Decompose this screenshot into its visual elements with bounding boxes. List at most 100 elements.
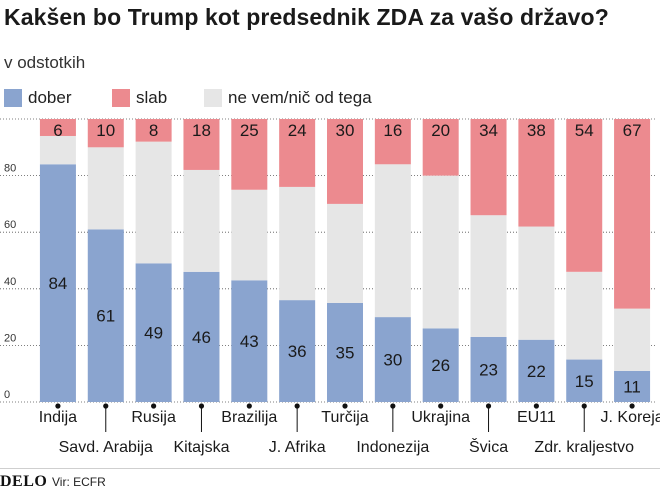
category-dot-0 (55, 403, 61, 409)
legend: dober slab ne vem/nič od tega (0, 88, 660, 112)
category-dot-6 (342, 403, 348, 409)
category-label-5: J. Afrika (269, 439, 326, 456)
y-tick-label-80: 80 (4, 163, 16, 175)
data-label-slab-10: 38 (527, 121, 546, 140)
bar-slab-7 (374, 119, 411, 165)
bar-nevemniodtega-2 (135, 141, 172, 264)
bar-nevemniodtega-9 (470, 215, 507, 337)
bar-dober-2 (135, 263, 172, 402)
y-tick-label-60: 60 (4, 219, 16, 231)
bar-dober-11 (566, 359, 603, 402)
data-label-dober-1: 61 (96, 307, 115, 326)
bar-dober-1 (87, 229, 124, 402)
data-label-slab-3: 18 (192, 121, 211, 140)
data-label-dober-4: 43 (240, 332, 259, 351)
data-label-dober-9: 23 (479, 360, 498, 379)
data-label-slab-6: 30 (336, 121, 355, 140)
category-dot-2 (151, 403, 157, 409)
bar-dober-12 (614, 370, 651, 402)
bar-nevemniodtega-3 (183, 169, 220, 272)
data-label-slab-4: 25 (240, 121, 259, 140)
data-label-slab-2: 8 (149, 121, 158, 140)
category-label-0: Indija (39, 409, 77, 426)
category-label-8: Ukrajina (411, 409, 470, 426)
legend-item-ne-vem: ne vem/nič od tega (204, 88, 372, 108)
category-dot-12 (629, 403, 635, 409)
legend-label-ne-vem: ne vem/nič od tega (228, 88, 372, 107)
category-label-9: Švica (469, 437, 508, 456)
bar-slab-9 (470, 119, 507, 216)
y-tick-label-40: 40 (4, 276, 16, 288)
bar-slab-12 (614, 119, 651, 309)
data-label-slab-11: 54 (575, 121, 594, 140)
bar-dober-7 (374, 317, 411, 402)
legend-swatch-slab (112, 89, 130, 107)
legend-swatch-dober (4, 89, 22, 107)
bar-slab-4 (231, 119, 268, 190)
bar-nevemniodtega-11 (566, 271, 603, 360)
category-label-6: Turčija (321, 409, 369, 426)
bar-nevemniodtega-12 (614, 308, 651, 371)
data-label-dober-3: 46 (192, 328, 211, 347)
legend-swatch-ne-vem (204, 89, 222, 107)
bar-slab-0 (39, 119, 76, 136)
data-label-dober-12: 11 (623, 377, 641, 396)
category-label-11: Zdr. kraljestvo (534, 439, 634, 456)
bar-slab-8 (422, 119, 459, 176)
bar-slab-3 (183, 119, 220, 170)
bar-dober-6 (327, 302, 363, 402)
data-label-dober-2: 49 (144, 324, 163, 343)
category-label-7: Indonezija (356, 439, 429, 456)
bar-nevemniodtega-1 (87, 147, 124, 230)
bar-nevemniodtega-6 (327, 203, 363, 303)
data-label-dober-5: 36 (288, 342, 307, 361)
data-label-slab-5: 24 (288, 121, 307, 140)
bar-slab-6 (327, 119, 363, 204)
category-label-3: Kitajska (173, 439, 229, 456)
data-label-dober-7: 30 (383, 351, 402, 370)
chart-title: Kakšen bo Trump kot predsednik ZDA za va… (4, 4, 609, 30)
data-label-slab-12: 67 (623, 121, 642, 140)
legend-item-slab: slab (112, 88, 167, 108)
bar-slab-5 (279, 119, 316, 187)
bar-dober-9 (470, 336, 507, 402)
bar-slab-2 (135, 119, 172, 142)
data-label-dober-0: 84 (48, 274, 67, 293)
stacked-bar-chart: 0 20 40 60 80 84 6 Indija 61 10 Savd. Arabija 49 8 Ru… (0, 118, 660, 456)
category-dot-10 (533, 403, 539, 409)
bar-dober-5 (279, 300, 316, 402)
bar-nevemniodtega-0 (39, 135, 76, 165)
data-label-dober-6: 35 (336, 343, 355, 362)
data-label-dober-10: 22 (527, 362, 546, 381)
bar-slab-10 (518, 119, 555, 227)
legend-item-dober: dober (4, 88, 71, 108)
bar-nevemniodtega-10 (518, 226, 555, 340)
bar-dober-0 (39, 164, 76, 402)
bar-nevemniodtega-5 (279, 186, 316, 301)
category-label-12: J. Koreja (601, 409, 660, 426)
bar-dober-8 (422, 328, 459, 402)
data-label-slab-0: 6 (53, 121, 62, 140)
category-label-1: Savd. Arabija (59, 439, 153, 456)
data-label-slab-1: 10 (96, 121, 115, 140)
category-dot-8 (438, 403, 444, 409)
data-label-dober-8: 26 (431, 356, 450, 375)
data-label-slab-9: 34 (479, 121, 498, 140)
bar-nevemniodtega-7 (374, 164, 411, 318)
bar-dober-3 (183, 271, 220, 402)
footer: DELO Vir: ECFR (0, 468, 660, 497)
data-label-slab-8: 20 (431, 121, 450, 140)
bar-dober-4 (231, 280, 268, 402)
legend-label-dober: dober (28, 88, 72, 107)
chart-subtitle: v odstotkih (4, 53, 86, 72)
category-label-2: Rusija (131, 409, 176, 426)
brand-logo: DELO (0, 473, 48, 490)
bar-slab-11 (566, 119, 603, 272)
data-label-dober-11: 15 (575, 372, 594, 391)
category-label-10: EU11 (517, 409, 556, 426)
bar-dober-10 (518, 339, 555, 402)
y-tick-label-0: 0 (4, 389, 10, 401)
bar-slab-1 (87, 119, 124, 148)
y-tick-label-20: 20 (4, 332, 16, 344)
data-label-slab-7: 16 (383, 121, 402, 140)
